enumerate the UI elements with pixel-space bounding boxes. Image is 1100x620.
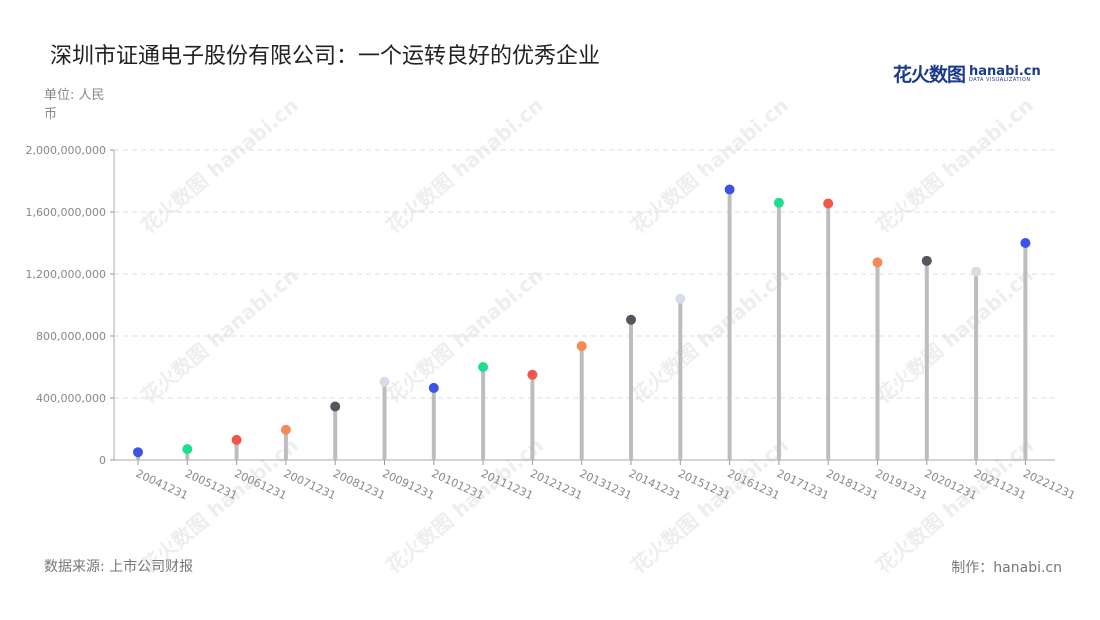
x-tick-label: 20111231 [479, 467, 535, 502]
x-tick-label: 20081231 [331, 467, 387, 502]
x-tick-label: 20091231 [380, 467, 436, 502]
lollipop-dot [1020, 238, 1031, 248]
lollipop-dot [182, 444, 193, 455]
x-tick-label: 20181231 [824, 467, 880, 502]
lollipop-dot [133, 447, 143, 458]
x-tick-label: 20071231 [282, 467, 338, 502]
x-tick-label: 20101231 [430, 467, 486, 502]
y-tick-label: 0 [99, 454, 106, 467]
x-tick-label: 20151231 [676, 467, 732, 502]
lollipop-dot [872, 257, 883, 268]
x-tick-label: 20201231 [923, 467, 979, 502]
lollipop-dot [478, 362, 489, 372]
lollipop-dot [576, 341, 587, 352]
x-tick-label: 20211231 [972, 467, 1028, 502]
lollipop-dot [724, 184, 735, 195]
logo-en-text: hanabi.cn [969, 63, 1041, 79]
lollipop-dot [773, 197, 784, 208]
maker-credit: 制作：hanabi.cn [951, 560, 1062, 576]
x-tick-label: 20121231 [528, 467, 584, 502]
lollipop-dot [675, 293, 686, 304]
x-tick-label: 20051231 [183, 467, 239, 502]
x-tick-label: 20131231 [577, 467, 633, 502]
brand-logo: 花火数图 hanabi.cn DATA VISUALIZATION [893, 60, 1041, 87]
lollipop-dot [626, 314, 636, 325]
logo-sub-text: DATA VISUALIZATION [969, 76, 1031, 83]
lollipop-dot [379, 376, 390, 387]
lollipop-dot [527, 369, 538, 380]
lollipop-dot [330, 401, 341, 412]
x-tick-label: 20171231 [775, 467, 831, 502]
logo-en-block: hanabi.cn DATA VISUALIZATION [969, 65, 1041, 83]
y-tick-label: 1,200,000,000 [26, 268, 106, 281]
y-tick-label: 1,600,000,000 [26, 206, 106, 219]
data-source-label: 数据来源: 上市公司财报 [44, 559, 194, 575]
y-tick-label: 400,000,000 [36, 392, 106, 405]
x-tick-label: 20191231 [873, 467, 929, 502]
unit-label: 单位: 人民币 [44, 88, 105, 122]
y-tick-label: 800,000,000 [36, 330, 106, 343]
lollipop-dot [231, 434, 242, 445]
lollipop-dot [280, 424, 291, 435]
x-tick-label: 20161231 [725, 467, 781, 502]
y-tick-label: 2,000,000,000 [26, 144, 106, 157]
x-tick-label: 20221231 [1021, 467, 1077, 502]
x-tick-label: 20141231 [627, 467, 683, 502]
lollipop-dot [823, 198, 834, 209]
x-tick-label: 20061231 [232, 467, 288, 502]
lollipop-dot [921, 255, 932, 266]
chart-title: 深圳市证通电子股份有限公司：一个运转良好的优秀企业 [50, 44, 601, 69]
logo-cn-text: 花火数图 [893, 64, 966, 86]
lollipop-dot [428, 382, 439, 393]
lollipop-dot [971, 266, 982, 277]
x-tick-label: 20041231 [134, 467, 190, 502]
